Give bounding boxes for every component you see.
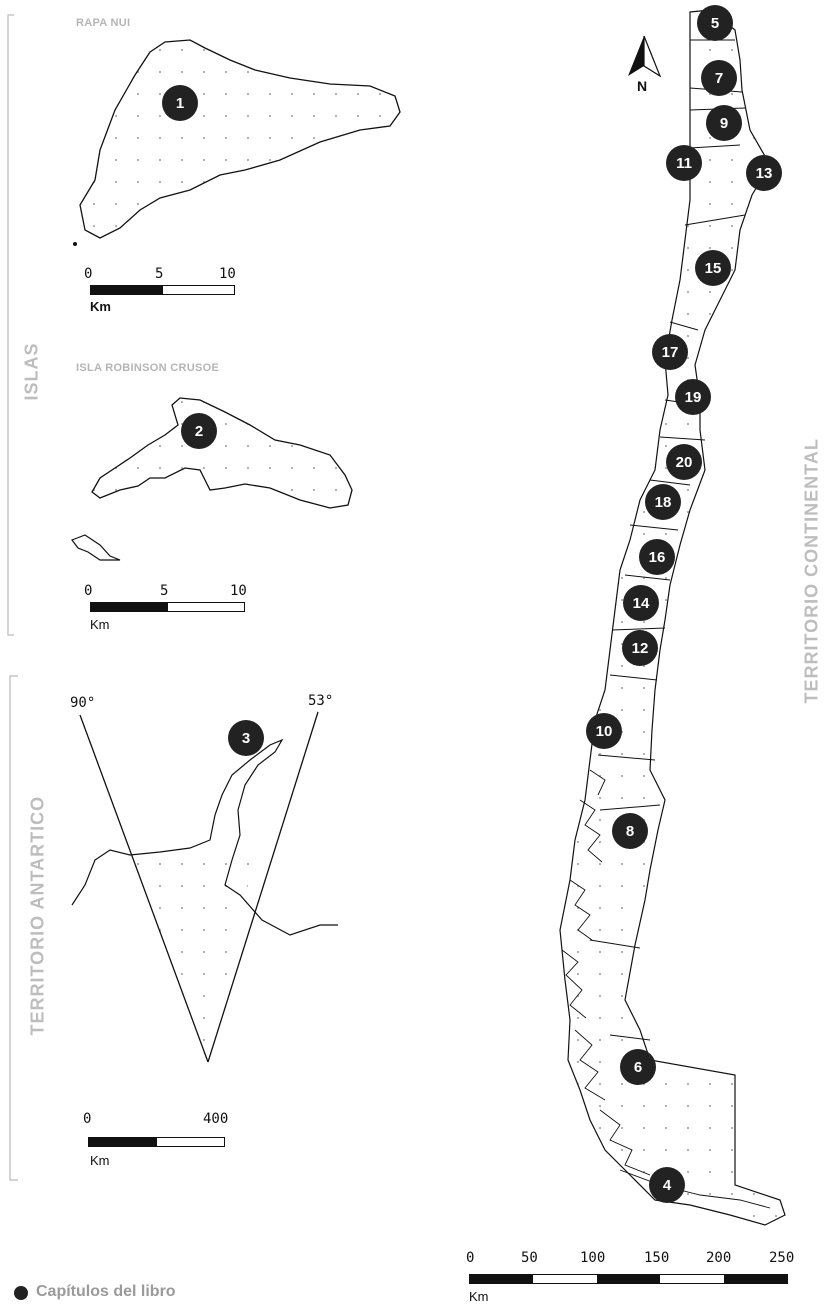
rapa-nui-outline xyxy=(79,39,401,239)
robinson-title: ISLA ROBINSON CRUSOE xyxy=(76,362,220,374)
main-scale-tick: 250 xyxy=(769,1250,795,1266)
scale-tick: 400 xyxy=(203,1111,229,1127)
chapter-marker-17[interactable]: 17 xyxy=(652,334,688,370)
chapter-marker-15[interactable]: 15 xyxy=(695,250,731,286)
scale-unit: Km xyxy=(90,1153,110,1168)
chile-outline xyxy=(559,9,786,1226)
angle-label-left: 90° xyxy=(70,695,96,711)
scale-tick: 0 xyxy=(83,1111,92,1127)
legend-dot xyxy=(14,1286,28,1300)
label-territorio-antartico: TERRITORIO ANTARTICO xyxy=(27,795,48,1036)
chapter-marker-3[interactable]: 3 xyxy=(228,720,264,756)
main-scale-tick: 150 xyxy=(644,1250,670,1266)
chapter-marker-6[interactable]: 6 xyxy=(620,1049,656,1085)
chapter-marker-11[interactable]: 11 xyxy=(666,145,702,181)
legend-label: Capítulos del libro xyxy=(36,1283,176,1300)
main-scale-tick: 50 xyxy=(521,1250,538,1266)
main-scale-tick: 200 xyxy=(706,1250,732,1266)
chapter-marker-18[interactable]: 18 xyxy=(645,484,681,520)
scale-tick: 0 xyxy=(84,266,93,282)
chapter-marker-4[interactable]: 4 xyxy=(649,1167,685,1203)
antartica-bracket xyxy=(9,675,18,1181)
chapter-marker-1[interactable]: 1 xyxy=(162,85,198,121)
chapter-marker-5[interactable]: 5 xyxy=(697,5,733,41)
main-scale-unit: Km xyxy=(469,1289,489,1304)
label-territorio-continental: TERRITORIO CONTINENTAL xyxy=(801,438,822,704)
scale-tick: 10 xyxy=(219,266,236,282)
antartica-sector xyxy=(132,855,255,1062)
rapa-nui-scale-bar xyxy=(90,285,235,295)
main-scale-tick: 100 xyxy=(580,1250,606,1266)
scale-tick: 10 xyxy=(230,583,247,599)
antartica-scale-bar xyxy=(88,1137,225,1147)
main-scale-bar xyxy=(469,1274,788,1284)
chapter-marker-8[interactable]: 8 xyxy=(612,813,648,849)
north-arrow-shape xyxy=(628,36,644,76)
chapter-marker-14[interactable]: 14 xyxy=(623,585,659,621)
chapter-marker-10[interactable]: 10 xyxy=(586,713,622,749)
scale-unit: Km xyxy=(90,617,110,632)
antartic-peninsula xyxy=(71,738,338,936)
chapter-marker-2[interactable]: 2 xyxy=(181,413,217,449)
chapter-marker-20[interactable]: 20 xyxy=(666,444,702,480)
scale-tick: 5 xyxy=(160,583,169,599)
chapter-marker-12[interactable]: 12 xyxy=(622,630,658,666)
north-arrow-label: N xyxy=(637,78,648,94)
chapter-marker-7[interactable]: 7 xyxy=(701,60,737,96)
label-islas: ISLAS xyxy=(21,342,42,401)
angle-label-right: 53° xyxy=(308,693,334,709)
rapa-nui-title: RAPA NUI xyxy=(76,17,131,29)
main-scale-tick: 0 xyxy=(466,1250,475,1266)
scale-tick: 0 xyxy=(84,583,93,599)
scale-tick: 5 xyxy=(155,266,164,282)
scale-unit: Km xyxy=(90,299,111,314)
chapter-marker-13[interactable]: 13 xyxy=(746,155,782,191)
chapter-marker-9[interactable]: 9 xyxy=(706,105,742,141)
robinson-scale-bar xyxy=(90,602,245,612)
islas-bracket xyxy=(7,14,14,636)
chapter-marker-19[interactable]: 19 xyxy=(675,379,711,415)
robinson-outline xyxy=(91,397,353,509)
chapter-marker-16[interactable]: 16 xyxy=(639,539,675,575)
